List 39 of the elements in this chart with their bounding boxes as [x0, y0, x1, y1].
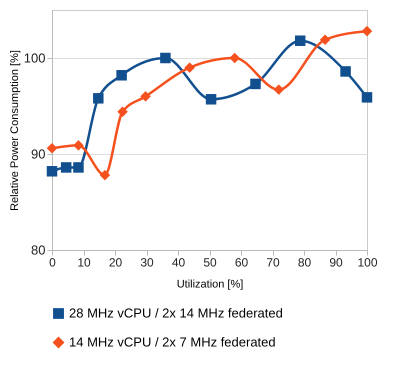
point	[274, 84, 284, 95]
point	[362, 26, 372, 36]
point	[46, 166, 58, 177]
point	[160, 52, 171, 64]
point	[229, 52, 240, 64]
point	[206, 94, 216, 105]
point	[117, 106, 128, 118]
y-tick-label: 80	[31, 242, 46, 258]
x-tick-label: 80	[298, 256, 312, 270]
x-tick-label: 30	[140, 256, 154, 270]
point	[100, 170, 110, 180]
point	[60, 162, 72, 173]
x-tick-label: 90	[329, 256, 343, 270]
x-tick-label: 50	[203, 256, 217, 270]
point	[73, 162, 84, 173]
point	[362, 92, 372, 103]
point	[116, 70, 127, 81]
point	[250, 78, 261, 90]
point	[340, 66, 351, 77]
legend-label: 14 MHz vCPU / 2x 7 MHz federated	[69, 334, 276, 350]
point	[184, 62, 195, 73]
x-tick-label: 100	[357, 256, 378, 270]
x-axis-title: Utilization [%]	[176, 278, 244, 290]
legend-label: 28 MHz vCPU / 2x 14 MHz federated	[69, 306, 283, 320]
point	[73, 140, 84, 151]
x-tick-label: 20	[108, 256, 122, 270]
x-tick-label: 10	[77, 256, 91, 270]
x-tick-label: 0	[49, 256, 56, 270]
x-tick-label: 70	[266, 256, 280, 270]
point	[294, 35, 306, 46]
x-tick-label: 40	[172, 256, 186, 270]
point	[46, 142, 58, 154]
x-tick-label: 60	[234, 256, 248, 270]
point	[320, 34, 330, 46]
point	[140, 91, 151, 102]
y-tick-label: 100	[24, 50, 46, 66]
y-axis-title: Relative Power Consumption [%]	[8, 50, 21, 211]
y-tick-label: 90	[31, 146, 46, 162]
point	[93, 93, 104, 104]
